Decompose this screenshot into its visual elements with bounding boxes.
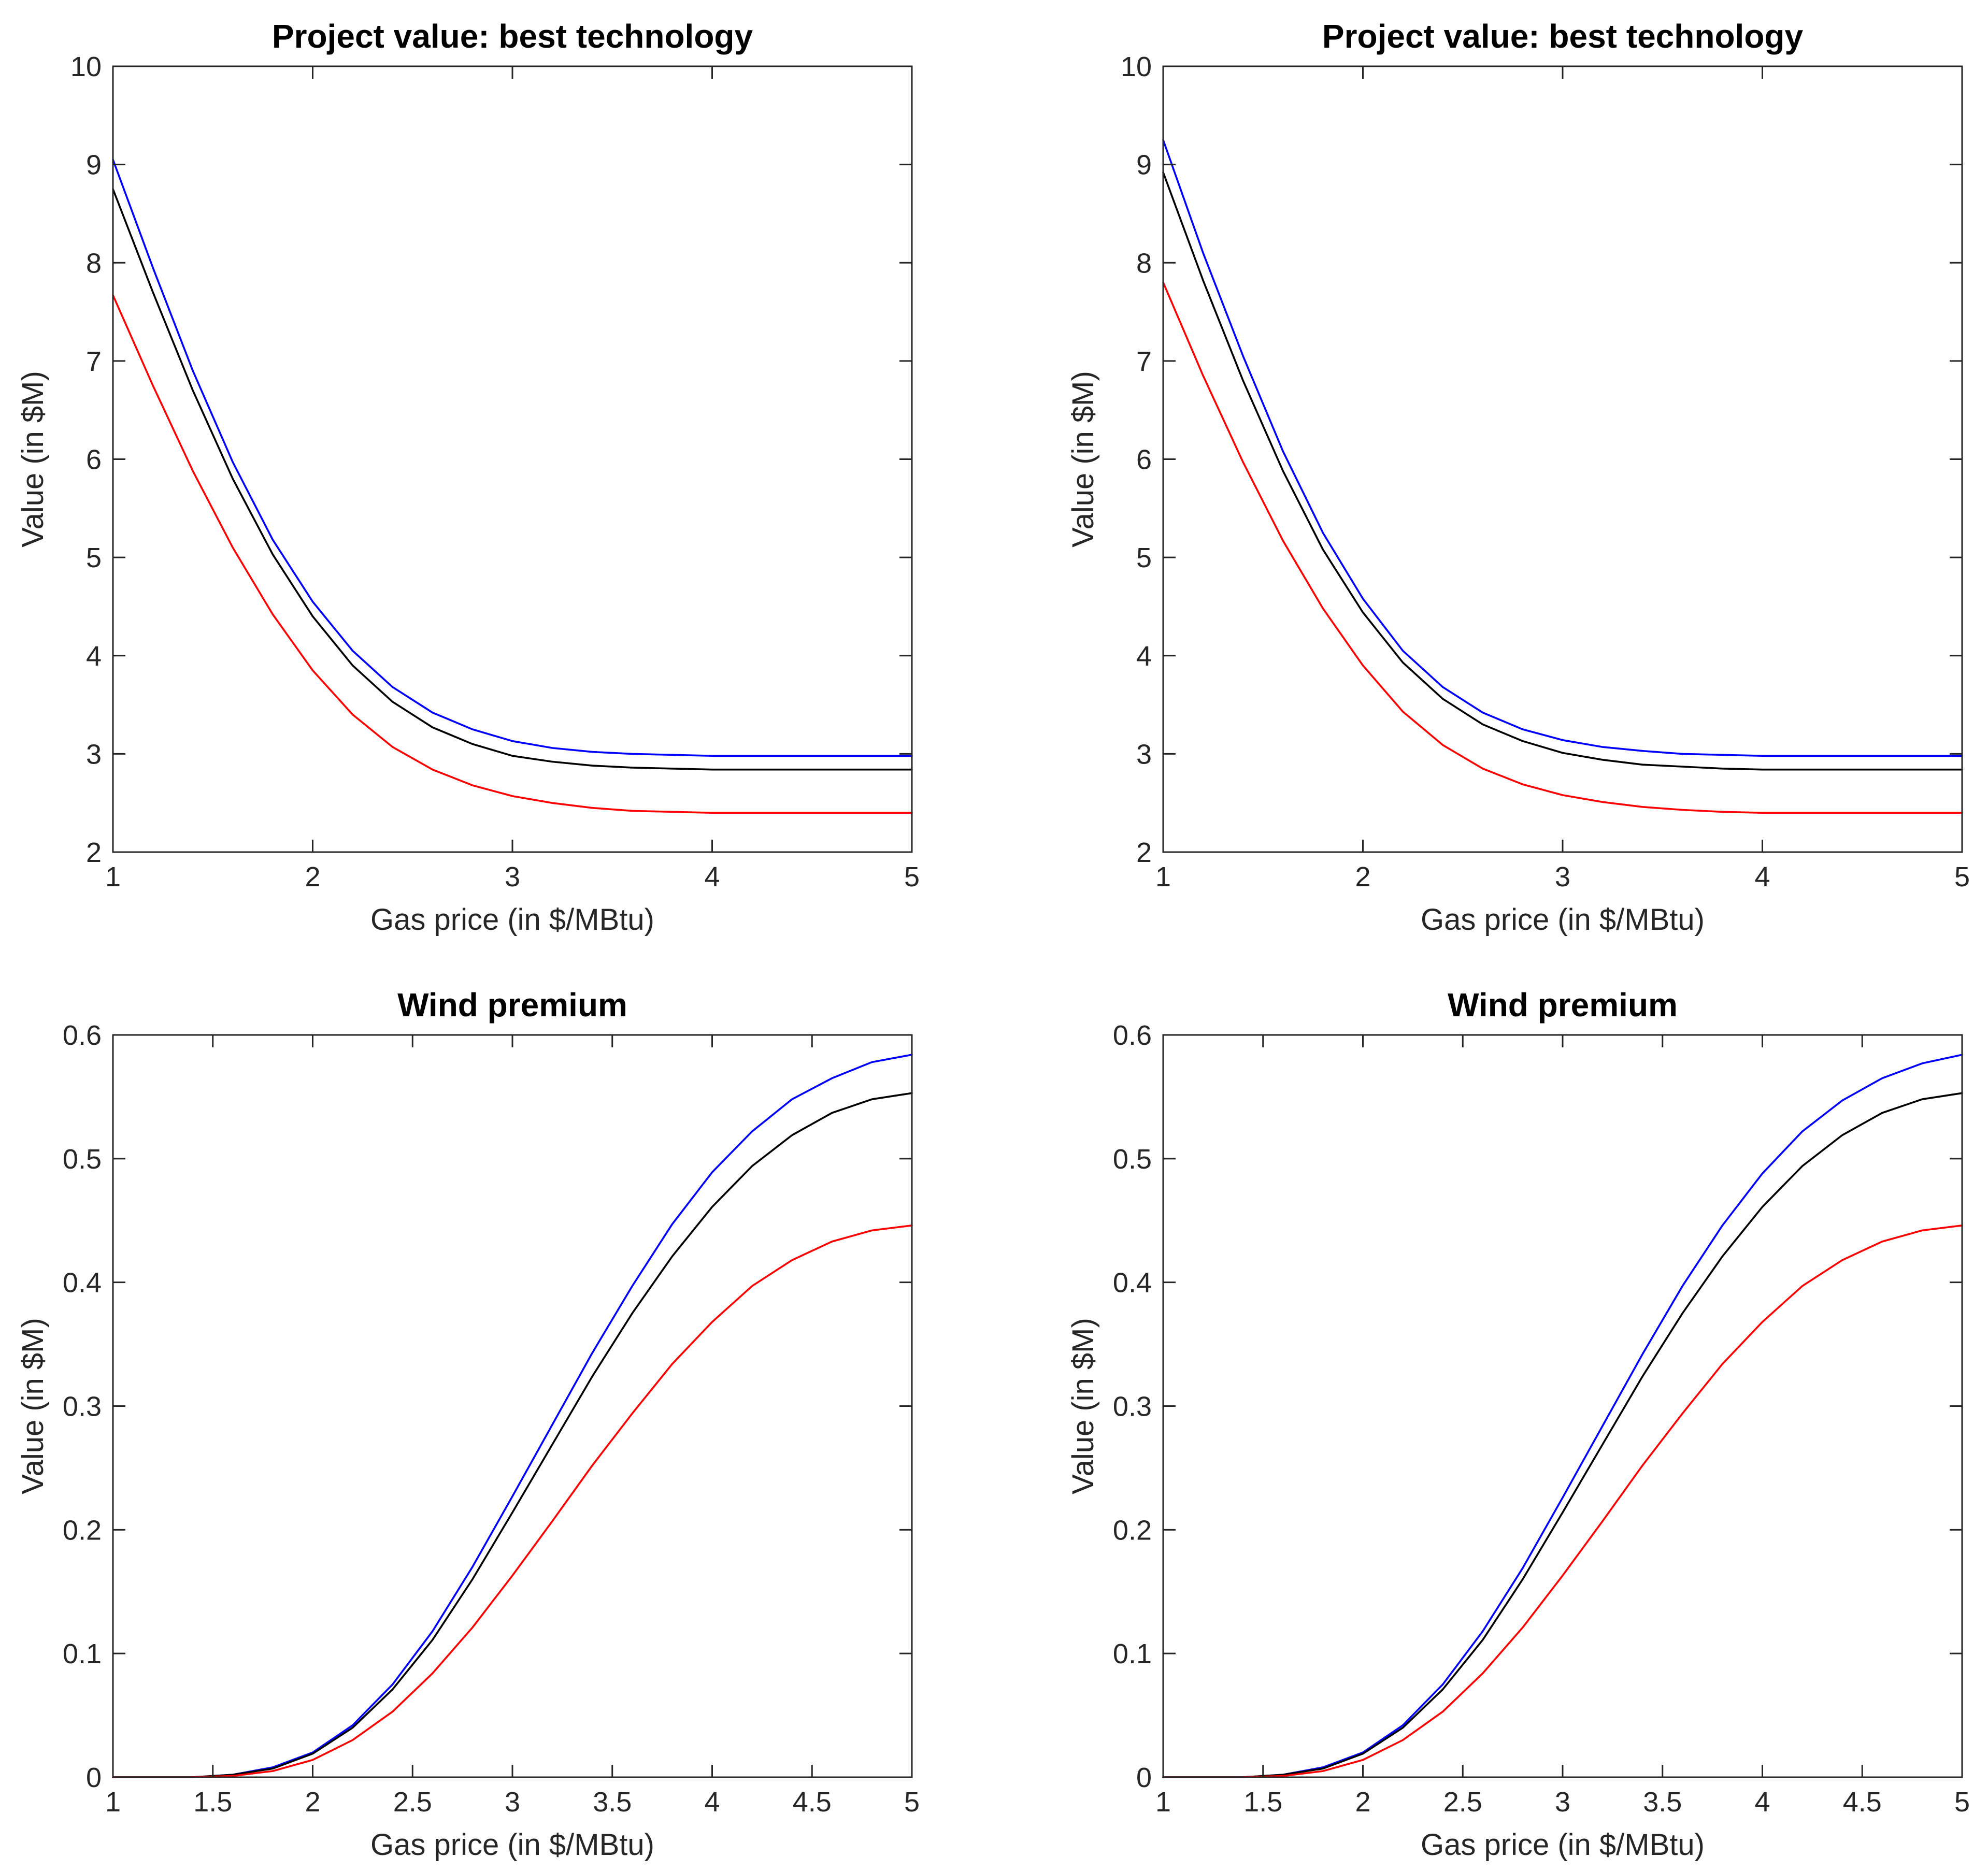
chart-title: Wind premium <box>397 986 627 1024</box>
x-tick-label: 4 <box>1754 1787 1770 1818</box>
y-tick-label: 0.3 <box>1113 1391 1152 1422</box>
x-tick-label: 3.5 <box>1643 1787 1682 1818</box>
x-tick-label: 2 <box>1355 1787 1370 1818</box>
series-line-blue <box>112 159 913 757</box>
x-tick-label: 1 <box>1155 1787 1171 1818</box>
x-axis-label: Gas price (in $/MBtu) <box>370 903 654 937</box>
x-tick-label: 4 <box>704 1787 720 1818</box>
y-tick-label: 7 <box>1136 346 1152 377</box>
chart-title: Project value: best technology <box>272 18 753 55</box>
x-tick-label: 1.5 <box>1243 1787 1282 1818</box>
series-line-red <box>1162 1225 1963 1778</box>
x-axis-label: Gas price (in $/MBtu) <box>370 1828 654 1862</box>
chart-title: Wind premium <box>1448 986 1678 1024</box>
series-line-red <box>112 1225 913 1778</box>
x-tick-label: 3 <box>1555 1787 1570 1818</box>
y-tick-label: 0.6 <box>1113 1020 1152 1051</box>
y-tick-label: 6 <box>1136 444 1152 476</box>
x-tick-label: 5 <box>1954 861 1970 892</box>
series-line-blue <box>1162 139 1963 757</box>
y-tick-label: 8 <box>1136 248 1152 279</box>
y-tick-label: 0.6 <box>63 1020 102 1051</box>
y-tick-label: 5 <box>1136 542 1152 573</box>
y-tick-label: 3 <box>86 739 102 770</box>
series-line-blue <box>112 1054 913 1778</box>
y-tick-label: 4 <box>1136 641 1152 672</box>
y-axis-label: Value (in $M) <box>1066 1318 1100 1494</box>
x-tick-label: 2.5 <box>393 1787 432 1818</box>
x-tick-label: 2.5 <box>1443 1787 1482 1818</box>
chart-panel-3: 1 1.5 2 2.5 3 3.5 4 4.5 5 0 0.1 0.2 0.3 0.4 0.5 0.6 Wind… <box>16 986 920 1862</box>
chart-panel-4: 1 1.5 2 2.5 3 3.5 4 4.5 5 0 0.1 0.2 0.3 0.4 0.5 0.6 Wind… <box>1066 986 1970 1862</box>
x-tick-label: 5 <box>904 1787 920 1818</box>
x-tick-label: 1 <box>105 1787 121 1818</box>
y-tick-label: 7 <box>86 346 102 377</box>
x-tick-label: 3 <box>505 861 520 892</box>
x-tick-label: 3 <box>505 1787 520 1818</box>
y-tick-label: 5 <box>86 542 102 573</box>
x-tick-label: 2 <box>305 861 320 892</box>
y-tick-label: 0.2 <box>1113 1515 1152 1546</box>
y-tick-label: 4 <box>86 641 102 672</box>
y-tick-label: 0.4 <box>1113 1268 1152 1299</box>
x-tick-label: 4.5 <box>1843 1787 1882 1818</box>
series-line-black <box>1162 1092 1963 1778</box>
y-tick-label: 0.1 <box>1113 1638 1152 1669</box>
x-axis-label: Gas price (in $/MBtu) <box>1421 1828 1705 1862</box>
series-line-black <box>1162 171 1963 771</box>
x-tick-label: 4 <box>1754 861 1770 892</box>
axes-box <box>112 65 913 853</box>
x-tick-label: 5 <box>1954 1787 1970 1818</box>
y-tick-label: 9 <box>86 150 102 181</box>
series-line-black <box>112 1092 913 1778</box>
y-axis-label: Value (in $M) <box>16 1318 50 1494</box>
y-tick-label: 0.3 <box>63 1391 102 1422</box>
x-tick-label: 2 <box>1355 861 1370 892</box>
y-tick-label: 8 <box>86 248 102 279</box>
x-axis-label: Gas price (in $/MBtu) <box>1421 903 1705 937</box>
x-tick-label: 3.5 <box>593 1787 632 1818</box>
y-axis-label: Value (in $M) <box>16 371 50 548</box>
x-tick-label: 4 <box>704 861 720 892</box>
y-tick-label: 0.2 <box>63 1515 102 1546</box>
y-tick-label: 0.1 <box>63 1638 102 1669</box>
y-axis-label: Value (in $M) <box>1066 371 1100 548</box>
chart-title: Project value: best technology <box>1322 18 1804 55</box>
x-tick-label: 3 <box>1555 861 1570 892</box>
x-tick-label: 1 <box>1155 861 1171 892</box>
x-tick-label: 4.5 <box>793 1787 832 1818</box>
series-line-blue <box>1162 1054 1963 1778</box>
series-line-black <box>112 188 913 771</box>
y-tick-label: 10 <box>1121 51 1152 82</box>
x-tick-label: 1.5 <box>193 1787 232 1818</box>
y-tick-label: 0.4 <box>63 1268 102 1299</box>
axes-box <box>112 1034 913 1778</box>
axes-box <box>1162 1034 1963 1778</box>
x-tick-label: 5 <box>904 861 920 892</box>
y-tick-label: 0.5 <box>63 1144 102 1175</box>
x-tick-label: 2 <box>305 1787 320 1818</box>
axes-box <box>1162 65 1963 853</box>
y-tick-label: 2 <box>86 837 102 868</box>
y-tick-label: 0 <box>1136 1762 1152 1793</box>
y-tick-label: 2 <box>1136 837 1152 868</box>
y-tick-label: 10 <box>70 51 102 82</box>
y-tick-label: 0.5 <box>1113 1144 1152 1175</box>
series-line-red <box>1162 281 1963 814</box>
y-tick-label: 3 <box>1136 739 1152 770</box>
y-tick-label: 0 <box>86 1762 102 1793</box>
series-line-red <box>112 294 913 814</box>
y-tick-label: 6 <box>86 444 102 476</box>
x-tick-label: 1 <box>105 861 121 892</box>
y-tick-label: 9 <box>1136 150 1152 181</box>
